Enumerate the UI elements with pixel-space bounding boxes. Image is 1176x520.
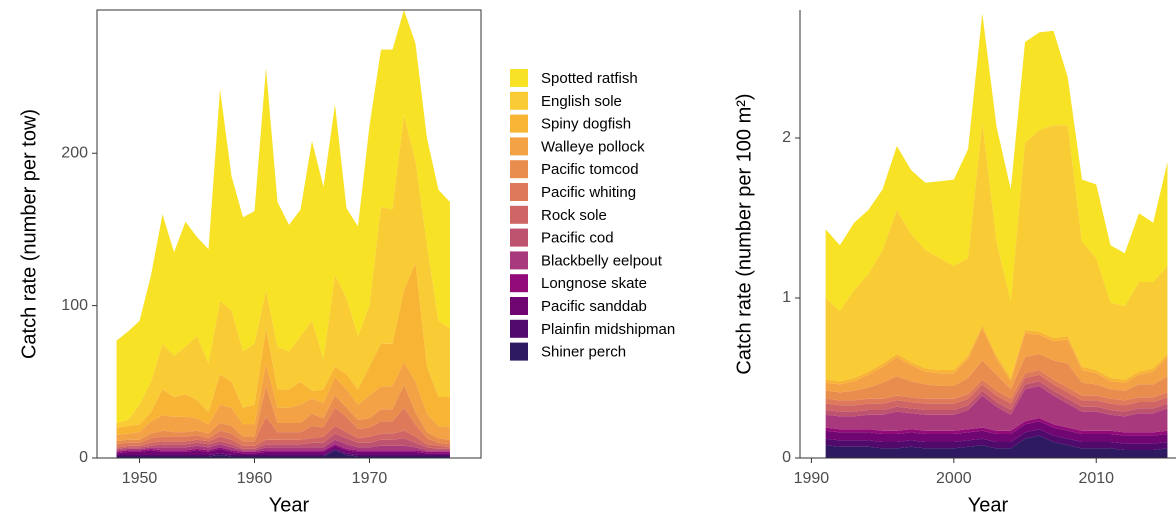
area: [116, 262, 450, 436]
legend-swatch: [510, 297, 528, 315]
y-tick-label: 200: [61, 144, 88, 161]
legend-swatch: [510, 114, 528, 133]
legend-label: Pacific sanddab: [541, 298, 647, 315]
x-tick-label: 1990: [794, 470, 830, 487]
area: [116, 445, 450, 455]
legend-label: Walleye pollock: [541, 138, 645, 155]
y-tick-label: 1: [782, 289, 791, 306]
legend-label: Shiner perch: [541, 344, 626, 361]
x-tick-label: 2000: [936, 470, 972, 487]
frame: [96, 9, 482, 459]
area: [825, 386, 1168, 433]
area: [116, 407, 450, 448]
area: [116, 439, 450, 452]
x-axis-title: Year: [968, 494, 1009, 516]
area: [116, 362, 450, 442]
area: [825, 370, 1168, 406]
legend-swatch: [510, 69, 528, 87]
area: [825, 325, 1168, 385]
legend-label: Spotted ratfish: [541, 70, 638, 87]
y-tick-label: 2: [782, 129, 791, 146]
legend-swatch: [510, 91, 528, 110]
y-tick-label: 100: [61, 297, 88, 314]
legend-swatch: [510, 319, 528, 338]
legend-swatch: [510, 160, 528, 179]
y-axis-title: Catch rate (number per tow): [18, 109, 40, 359]
legend-swatch: [510, 274, 528, 293]
legend-label: Pacific cod: [541, 230, 614, 247]
area: [116, 444, 450, 454]
legend-label: Rock sole: [541, 207, 607, 224]
legend-label: Longnose skate: [541, 275, 647, 292]
area: [116, 115, 450, 428]
area: [825, 435, 1168, 458]
y-tick-label: 0: [782, 449, 791, 466]
area: [825, 354, 1168, 401]
legend-label: English sole: [541, 93, 622, 110]
area: [116, 10, 450, 423]
legend-label: Blackbelly eelpout: [541, 252, 663, 269]
legend-swatch: [510, 228, 528, 247]
y-tick-label: 0: [79, 449, 88, 466]
area: [116, 433, 450, 451]
y-axis-title: Catch rate (number per 100 m²): [733, 93, 755, 374]
area: [825, 421, 1168, 444]
legend-swatch: [510, 342, 528, 361]
legend-label: Pacific tomcod: [541, 161, 639, 178]
x-tick-label: 1950: [122, 470, 158, 487]
area: [825, 374, 1168, 412]
legend-label: Pacific whiting: [541, 184, 636, 201]
area: [825, 13, 1168, 311]
legend-label: Spiny dogfish: [541, 116, 631, 133]
x-axis-title: Year: [269, 494, 310, 516]
x-tick-label: 1960: [237, 470, 273, 487]
legend-swatch: [510, 205, 528, 224]
area: [825, 122, 1168, 382]
area: [116, 426, 450, 449]
areas: [116, 10, 450, 458]
x-tick-label: 1970: [352, 470, 388, 487]
area: [825, 418, 1168, 436]
area: [825, 328, 1168, 393]
legend-swatch: [510, 183, 528, 201]
legend-swatch: [510, 137, 528, 156]
x-tick-label: 2010: [1078, 470, 1114, 487]
area: [116, 384, 450, 445]
area: [825, 429, 1168, 450]
areas: [825, 13, 1168, 458]
legend-swatch: [510, 251, 528, 270]
legend-label: Plainfin midshipman: [541, 321, 675, 338]
area: [825, 381, 1168, 417]
